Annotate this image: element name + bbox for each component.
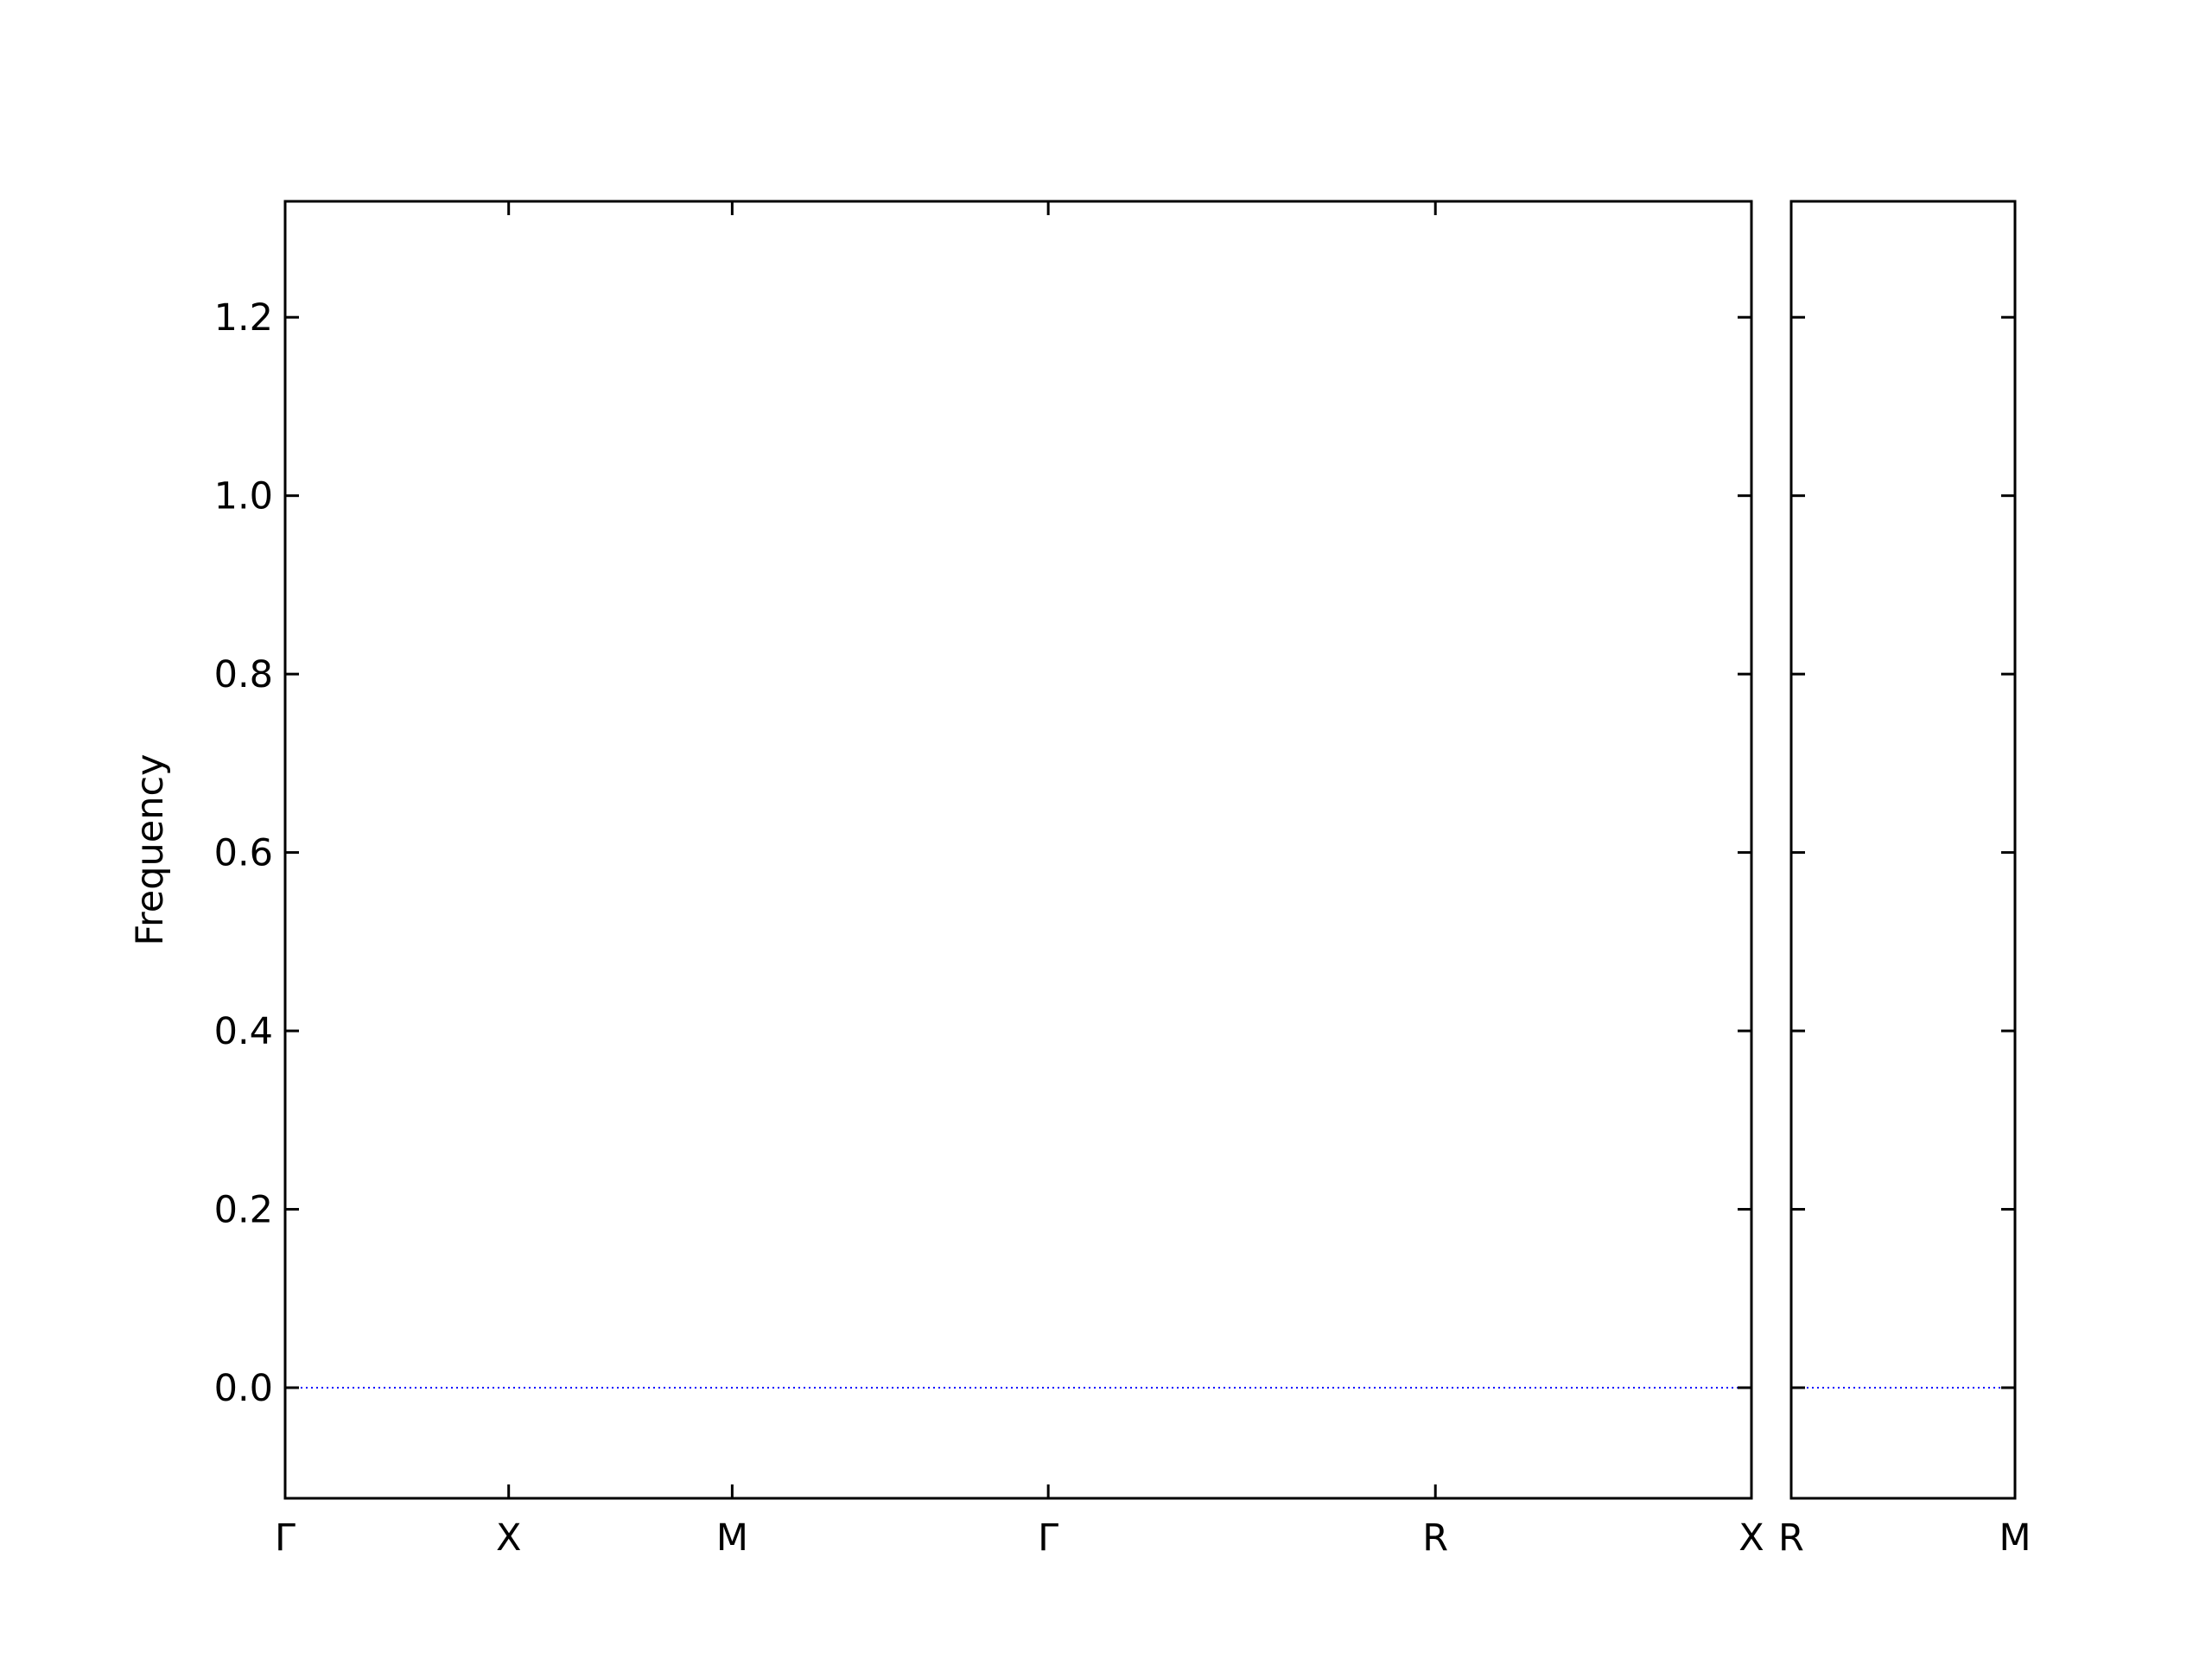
x-tick-label: X bbox=[496, 1516, 521, 1560]
plot-frame bbox=[283, 200, 1753, 1500]
plot-frame bbox=[1789, 200, 2017, 1500]
x-tick-label: M bbox=[1999, 1516, 2031, 1560]
y-axis-label: Frequency bbox=[129, 753, 172, 945]
y-tick-label: 0.8 bbox=[214, 653, 273, 696]
x-tick-label: X bbox=[1738, 1516, 1764, 1560]
x-tick-label: M bbox=[716, 1516, 748, 1560]
x-tick-label: R bbox=[1778, 1516, 1804, 1560]
y-tick-label: 0.6 bbox=[214, 832, 273, 875]
y-tick-label: 1.2 bbox=[214, 296, 273, 340]
x-tick-label: Γ bbox=[275, 1516, 296, 1560]
x-tick-label: R bbox=[1422, 1516, 1448, 1560]
y-tick-label: 0.4 bbox=[214, 1010, 273, 1053]
x-tick-label: Γ bbox=[1038, 1516, 1058, 1560]
y-tick-label: 0.0 bbox=[214, 1367, 273, 1410]
y-tick-label: 0.2 bbox=[214, 1189, 273, 1232]
y-tick-label: 1.0 bbox=[214, 475, 273, 518]
